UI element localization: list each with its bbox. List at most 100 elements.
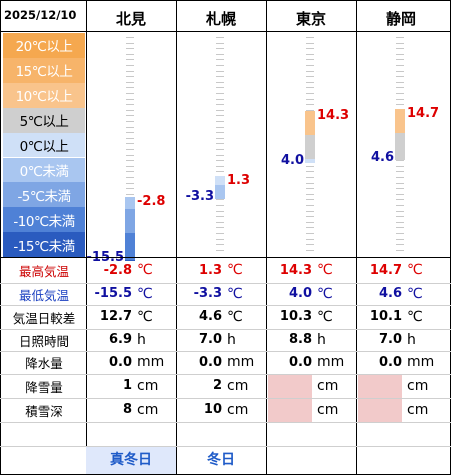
temperature-bar-segment (125, 211, 135, 215)
temperature-bar-segment (125, 196, 135, 200)
cell-value: 7.0 (378, 332, 402, 347)
temperature-bar-segment (395, 142, 405, 146)
scale-tick (126, 160, 134, 162)
cell-value: 10 (203, 402, 222, 417)
scale-tick (216, 59, 224, 61)
temperature-day-badge: 冬日 (207, 452, 235, 468)
band-4: 0℃以上 (3, 132, 85, 158)
scale-tick (306, 244, 314, 246)
no-data-cell (268, 375, 312, 398)
temperature-bar-segment (395, 148, 405, 152)
cell-unit: cm (227, 377, 249, 394)
row-divider (0, 422, 451, 423)
scale-tick (306, 37, 314, 38)
row-label-depth: 積雪深 (25, 403, 63, 419)
column-separator (356, 0, 357, 475)
temperature-bar-segment (395, 157, 405, 160)
band-5: 0℃未満 (3, 157, 85, 183)
scale-tick (216, 121, 224, 122)
temperature-bar-segment (305, 123, 315, 127)
temperature-bar-segment (305, 159, 315, 163)
scale-tick (126, 65, 134, 66)
temperature-bar-segment (125, 205, 135, 209)
scale-tick (396, 81, 404, 83)
cell-value: 1.3 (198, 262, 222, 278)
date-label: 2025/12/10 (4, 8, 77, 22)
temperature-bar-segment (395, 115, 405, 119)
scale-tick (216, 109, 224, 111)
cell-value: -3.3 (193, 286, 222, 301)
row-divider (0, 283, 451, 284)
cell-value: -2.8 (103, 262, 132, 278)
temperature-bar-segment (215, 188, 225, 192)
temperature-bar-segment (395, 145, 405, 149)
scale-tick (396, 98, 404, 100)
scale-tick (396, 160, 404, 162)
scale-tick (126, 137, 134, 139)
scale-tick (126, 143, 134, 145)
scale-tick (396, 76, 404, 78)
cell-value: 4.0 (288, 286, 312, 301)
temperature-bar-segment (395, 154, 405, 158)
cell-unit: mm (407, 354, 435, 370)
column-separator (176, 0, 177, 475)
cell-value: 0.0 (198, 354, 222, 370)
cell-unit: mm (137, 354, 165, 370)
temperature-bar-segment (305, 111, 315, 115)
scale-tick (306, 238, 314, 240)
scale-tick (216, 37, 224, 38)
temperature-bar-segment (125, 238, 135, 242)
scale-tick (396, 93, 404, 94)
scale-tick (126, 154, 134, 156)
scale-tick (126, 48, 134, 50)
temperature-bar-segment (305, 135, 315, 139)
band-2: 10℃以上 (3, 82, 85, 108)
scale-tick (126, 104, 134, 106)
temperature-bar-segment (215, 191, 225, 195)
scale-tick (306, 81, 314, 83)
row-divider (0, 374, 451, 375)
scale-tick (396, 104, 404, 106)
scale-tick (306, 53, 314, 55)
temperature-bar-segment (305, 141, 315, 145)
scale-tick (306, 221, 314, 223)
temperature-bar-segment (305, 150, 315, 154)
temperature-bar-segment (305, 120, 315, 124)
scale-tick (126, 109, 134, 111)
scale-tick (306, 171, 314, 173)
scale-tick (216, 93, 224, 94)
header-divider (0, 31, 451, 32)
scale-tick (396, 42, 404, 44)
temperature-bar-segment (125, 247, 135, 251)
scale-tick (396, 188, 404, 190)
station-name: 静岡 (385, 10, 416, 28)
scale-tick (126, 126, 134, 128)
temperature-bar-segment (305, 129, 315, 133)
temperature-bar-segment (125, 241, 135, 245)
scale-tick (306, 249, 314, 251)
scale-tick (396, 238, 404, 240)
scale-tick (126, 149, 134, 150)
temperature-bar-segment (395, 127, 405, 131)
band-7: -10℃未満 (3, 207, 85, 233)
cell-unit: cm (227, 401, 249, 418)
station-name: 東京 (295, 10, 326, 28)
scale-tick (126, 81, 134, 83)
scale-tick (216, 98, 224, 100)
border-left (0, 0, 1, 475)
scale-tick (306, 199, 314, 201)
temperature-bar-segment (395, 139, 405, 143)
no-data-cell (358, 399, 402, 422)
scale-tick (306, 205, 314, 206)
scale-tick (216, 48, 224, 50)
scale-tick (216, 76, 224, 78)
scale-tick (216, 238, 224, 240)
temperature-bar-segment (305, 132, 315, 136)
row-label-snowfall: 降雪量 (25, 379, 63, 395)
scale-tick (306, 87, 314, 89)
station-name: 札幌 (205, 10, 236, 28)
temperature-bar-segment (125, 214, 135, 218)
scale-tick (126, 59, 134, 61)
cell-unit: cm (137, 377, 159, 394)
